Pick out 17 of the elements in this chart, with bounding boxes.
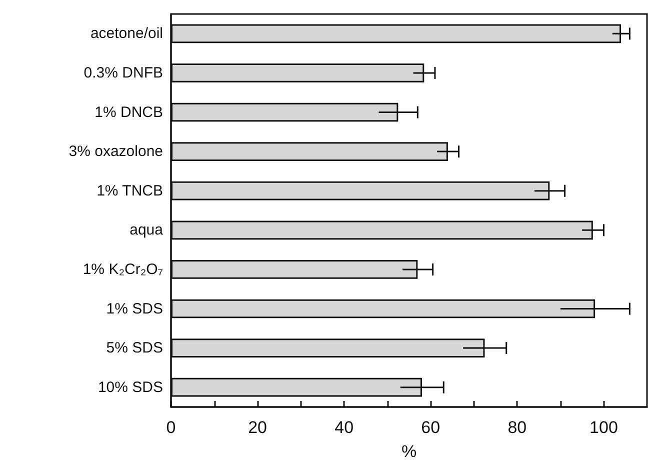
y-tick-label: acetone/oil [90, 25, 163, 42]
x-tick-label: 20 [248, 418, 268, 437]
y-tick-label: 1% K₂Cr₂O₇ [82, 260, 163, 278]
y-tick-label: 1% SDS [106, 300, 163, 318]
x-tick-label: 100 [590, 418, 618, 437]
y-tick-label: aqua [130, 222, 164, 239]
y-tick-label: 1% TNCB [96, 182, 163, 200]
x-tick-label: 60 [421, 418, 440, 437]
y-tick-label: 3% oxazolone [68, 143, 163, 160]
x-axis-title: % [401, 442, 417, 461]
x-tick-label: 80 [508, 418, 527, 437]
x-tick-label: 40 [334, 418, 354, 437]
y-tick-label: 5% SDS [106, 340, 163, 357]
y-tick-label: 1% DNCB [94, 104, 163, 121]
y-tick-label: 10% SDS [98, 378, 163, 396]
y-tick-label: 0.3% DNFB [84, 64, 163, 82]
x-tick-label: 0 [166, 418, 176, 437]
